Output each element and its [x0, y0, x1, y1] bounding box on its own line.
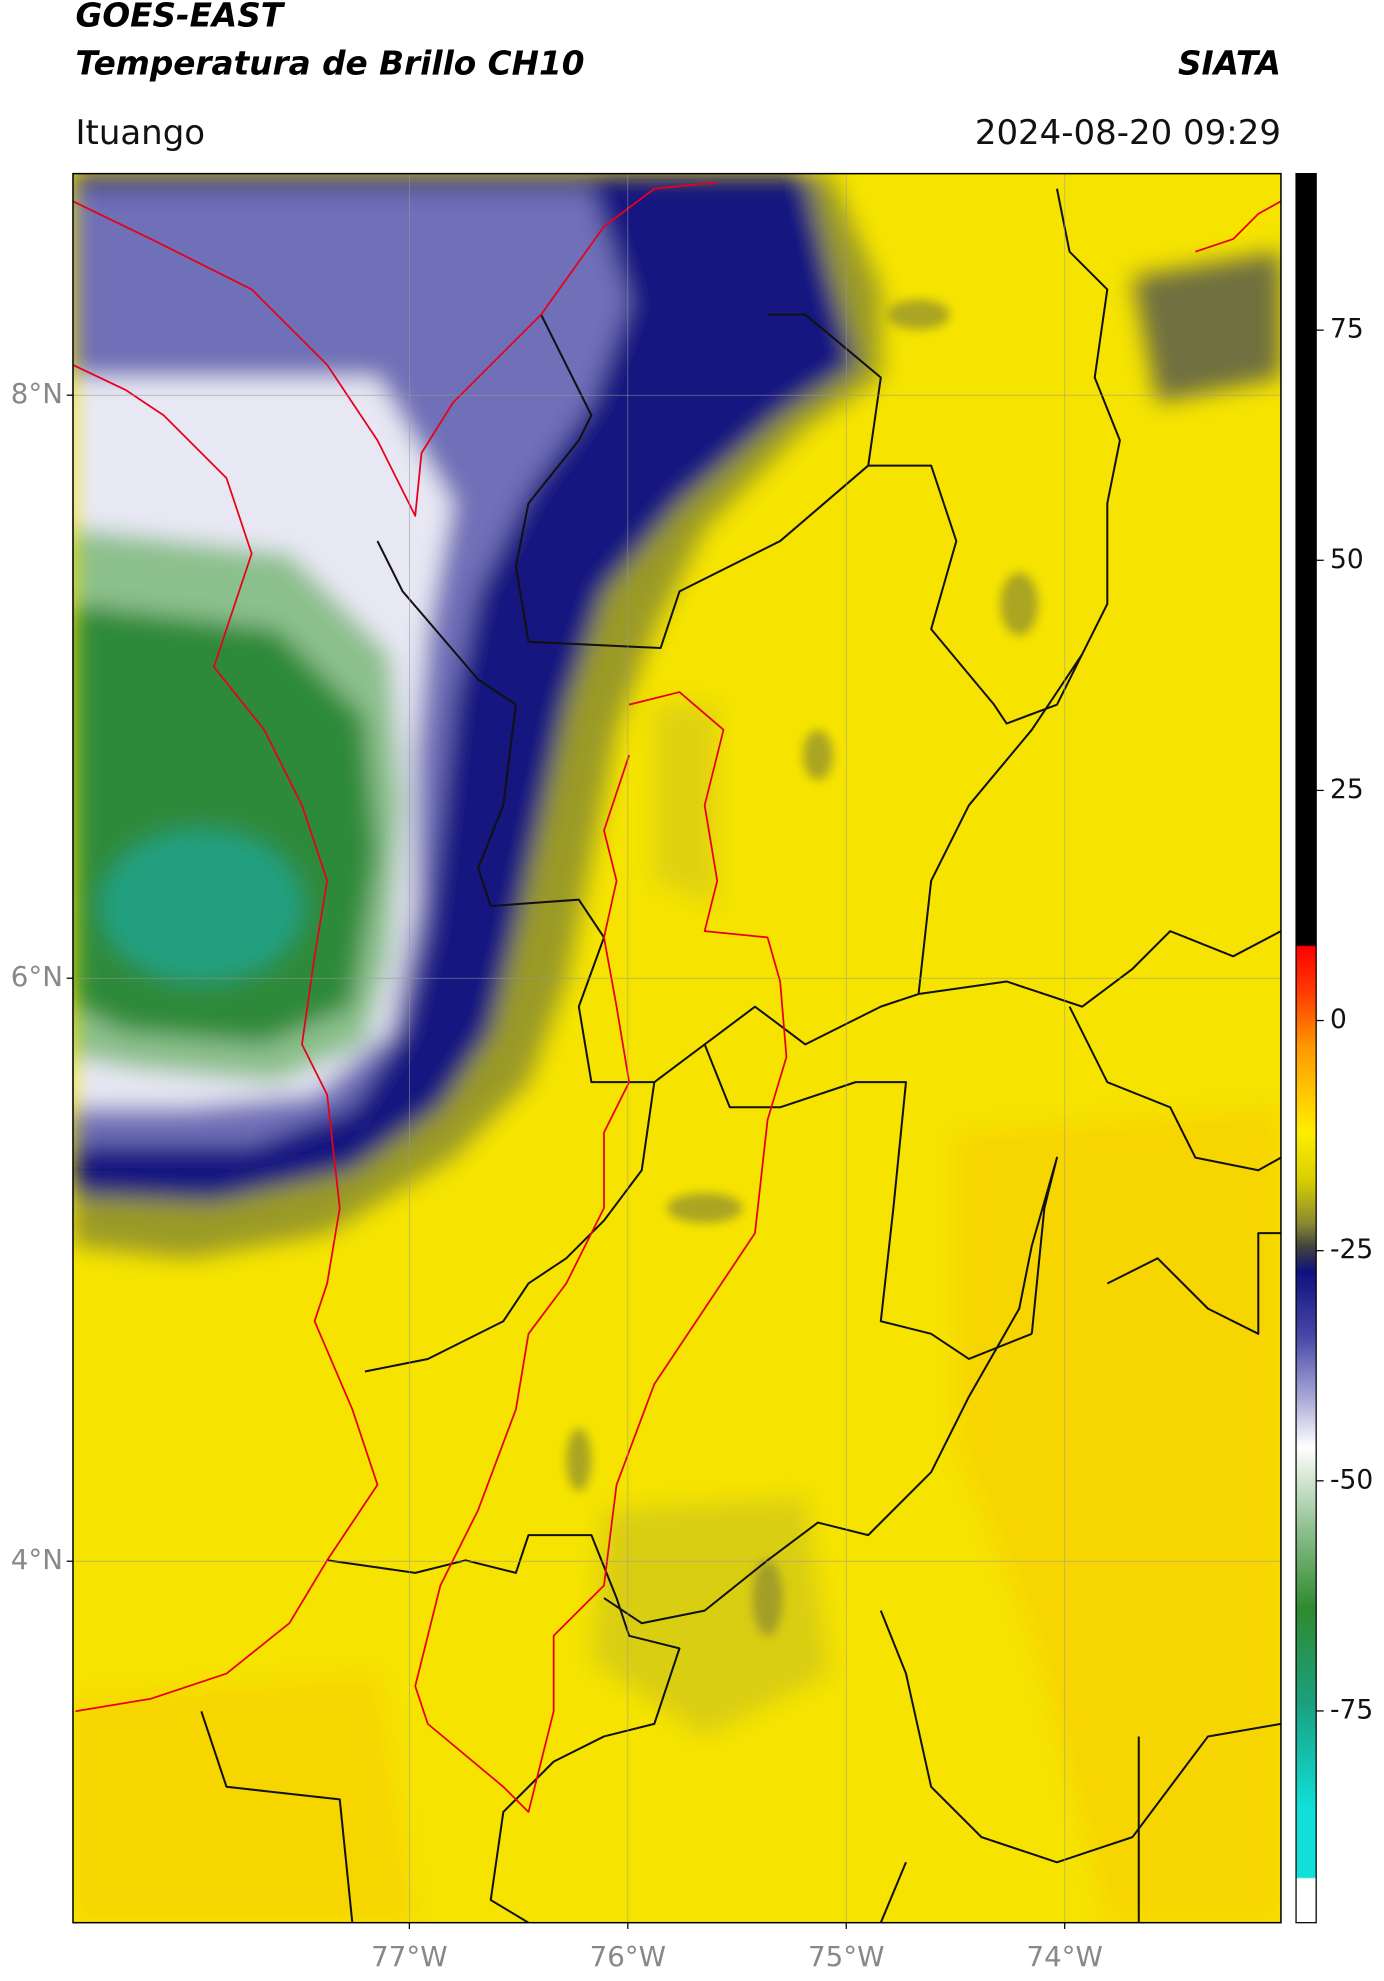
map-frame — [72, 172, 1282, 1924]
timestamp: 2024-08-20 09:29 — [975, 113, 1281, 153]
colorbar-tick-label: -75 — [1330, 1694, 1373, 1725]
y-tick-label: 8°N — [11, 377, 63, 410]
region: Ituango — [75, 113, 205, 153]
ticks: 77°W 76°W 75°W 74°W 4°N 6°N 8°N -75 -50 -25 0 25 50 7… — [11, 314, 1373, 1973]
map-image — [72, 173, 1281, 1923]
y-tick-label: 6°N — [11, 960, 63, 993]
grid — [72, 173, 1281, 1923]
colorbar-tick-label: -25 — [1330, 1234, 1373, 1265]
colorbar — [1295, 173, 1317, 1924]
canvas: GOES-EAST Temperatura de Brillo CH10 SIA… — [11, 0, 1373, 1973]
colorbar-tick-label: -50 — [1330, 1464, 1373, 1495]
subtitle: Temperatura de Brillo CH10 — [75, 44, 584, 82]
x-tick-label: 76°W — [590, 1940, 666, 1973]
colorbar-tick-label: 0 — [1330, 1004, 1347, 1035]
x-tick-label: 74°W — [1026, 1940, 1102, 1973]
y-tick-label: 4°N — [11, 1543, 63, 1576]
colorbar-tick-label: 75 — [1330, 314, 1364, 345]
red-borders — [72, 181, 1281, 1813]
colorbar-tick-label: 50 — [1330, 544, 1364, 575]
x-tick-label: 77°W — [371, 1940, 447, 1973]
borders — [200, 188, 1281, 1923]
x-tick-label: 75°W — [808, 1940, 884, 1973]
colorbar-tick-label: 25 — [1330, 774, 1364, 805]
title: GOES-EAST — [75, 0, 285, 35]
source: SIATA — [1178, 44, 1281, 82]
